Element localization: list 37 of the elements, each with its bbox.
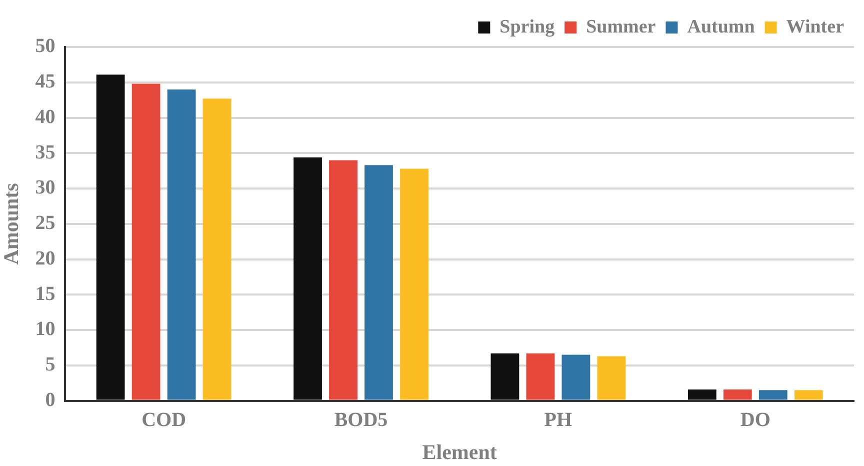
x-tick-label: COD (142, 408, 186, 431)
y-tick-label: 45 (35, 70, 56, 93)
bar (132, 84, 160, 400)
bar (562, 354, 590, 400)
bar (202, 98, 232, 400)
bar (758, 390, 788, 400)
legend-label: Spring (500, 16, 556, 38)
legend-label: Autumn (687, 16, 756, 38)
bar (294, 157, 322, 400)
legend-label: Winter (786, 16, 845, 38)
bar (526, 353, 555, 400)
y-tick-label: 35 (35, 141, 56, 164)
bar (364, 165, 393, 400)
y-tick-label: 10 (35, 318, 56, 340)
bar (597, 356, 626, 400)
y-tick-label: 50 (35, 35, 56, 58)
bar (794, 390, 823, 400)
x-axis-title: Element (422, 440, 497, 464)
y-tick-label: 15 (35, 282, 56, 305)
y-tick-label: 40 (35, 106, 56, 128)
y-tick-label: 5 (45, 354, 56, 376)
x-tick-label: PH (544, 408, 573, 431)
y-tick-label: 0 (45, 388, 56, 411)
x-tick-label: DO (740, 408, 770, 431)
bar (723, 389, 752, 400)
y-axis-title: Amounts (0, 183, 24, 265)
bar (167, 89, 196, 400)
bar (96, 74, 125, 400)
legend-label: Summer (586, 16, 656, 38)
y-tick-label: 25 (35, 212, 56, 234)
y-tick-label: 20 (35, 247, 56, 270)
bar (329, 160, 358, 400)
x-tick-label: BOD5 (334, 408, 388, 431)
bar (400, 168, 428, 400)
bar (490, 353, 520, 400)
y-tick-label: 30 (35, 176, 56, 199)
bar (688, 389, 716, 400)
